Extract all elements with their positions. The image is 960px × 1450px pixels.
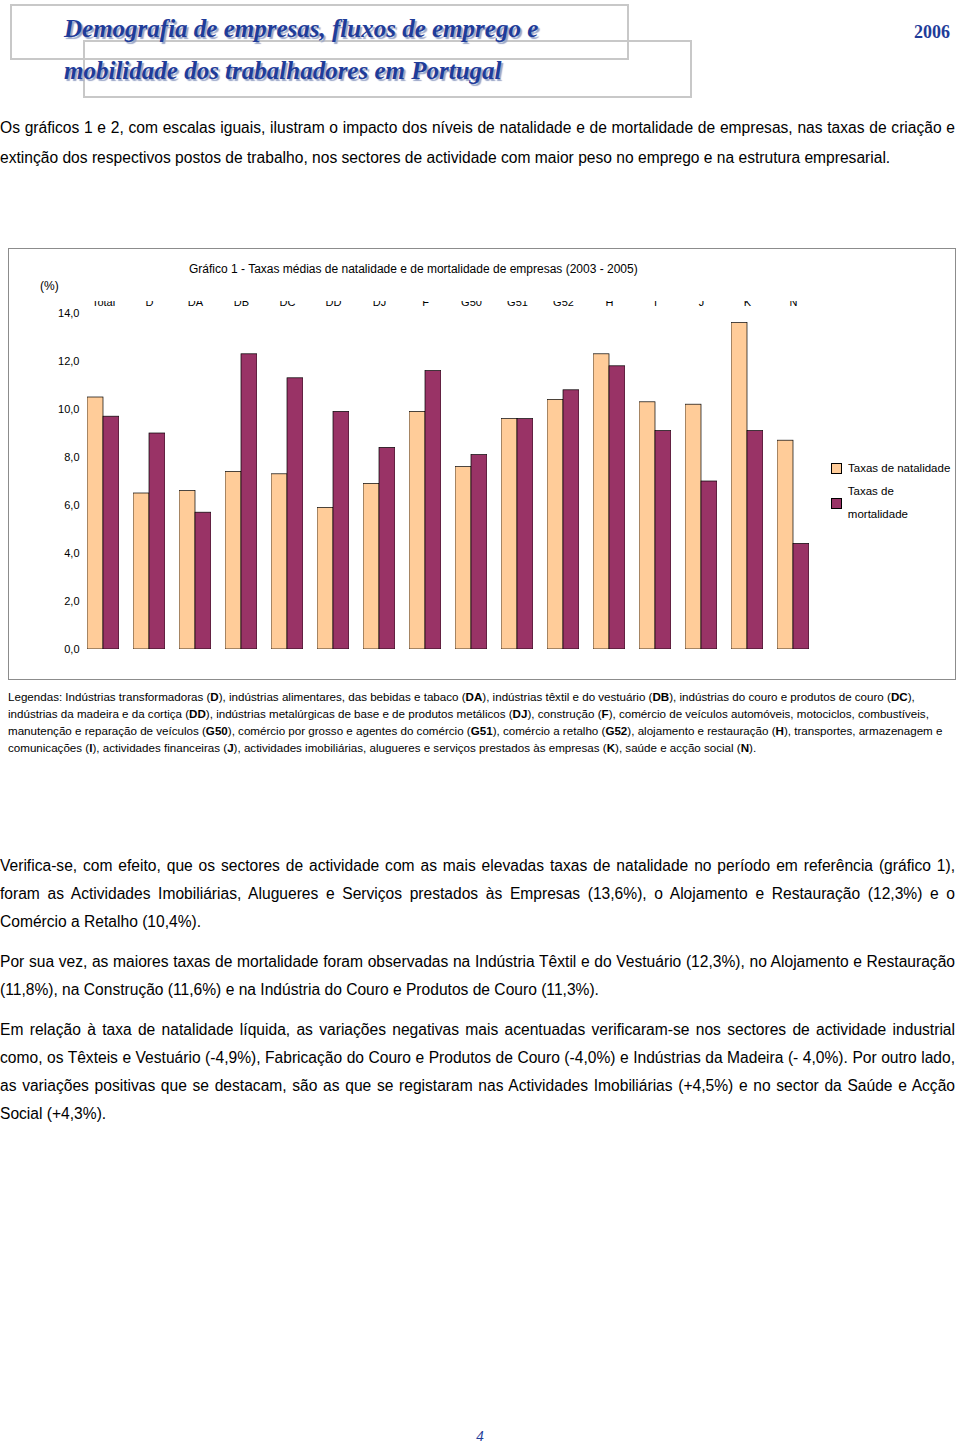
svg-text:I: I xyxy=(654,301,657,308)
svg-text:G51: G51 xyxy=(507,301,528,308)
svg-text:2,0: 2,0 xyxy=(64,595,79,607)
html-text:Verifica-se, com efeito, que o: Verifica-se, com efeito, que os sectores… xyxy=(0,857,955,930)
html-text:Legendas: Indústrias transform: Legendas: Indústrias transformadoras (D)… xyxy=(8,690,943,754)
svg-text:14,0: 14,0 xyxy=(58,307,79,319)
svg-text:Total: Total xyxy=(92,301,115,308)
svg-text:DC: DC xyxy=(280,301,296,308)
svg-text:8,0: 8,0 xyxy=(64,451,79,463)
svg-text:G52: G52 xyxy=(553,301,574,308)
svg-text:10,0: 10,0 xyxy=(58,403,79,415)
svg-text:G50: G50 xyxy=(461,301,482,308)
svg-text:DB: DB xyxy=(234,301,249,308)
svg-text:0,0: 0,0 xyxy=(64,643,79,655)
svg-text:DJ: DJ xyxy=(373,301,386,308)
html-text:2006: 2006 xyxy=(914,22,950,42)
html-text:Por sua vez, as maiores taxas: Por sua vez, as maiores taxas de mortali… xyxy=(0,953,955,998)
svg-text:D: D xyxy=(146,301,154,308)
html-text:Os gráficos 1 e 2, com escalas: Os gráficos 1 e 2, com escalas iguais, i… xyxy=(0,119,955,166)
html-text:Demografia de empresas, fluxos: Demografia de empresas, fluxos de empreg… xyxy=(64,15,539,42)
svg-text:H: H xyxy=(606,301,614,308)
html-text:4: 4 xyxy=(476,1428,484,1444)
html-text:Taxas de natalidade: Taxas de natalidade xyxy=(848,462,951,474)
html-text:Taxas de mortalidade: Taxas de mortalidade xyxy=(847,485,908,520)
html-text:Gráfico 1 - Taxas médias de na: Gráfico 1 - Taxas médias de natalidade e… xyxy=(189,262,638,276)
svg-text:6,0: 6,0 xyxy=(64,499,79,511)
svg-text:F: F xyxy=(422,301,429,308)
svg-text:12,0: 12,0 xyxy=(58,355,79,367)
svg-text:DD: DD xyxy=(326,301,342,308)
svg-text:K: K xyxy=(744,301,752,308)
svg-text:4,0: 4,0 xyxy=(64,547,79,559)
html-text:Em relação à taxa de natalidad: Em relação à taxa de natalidade líquida,… xyxy=(0,1021,955,1122)
svg-text:DA: DA xyxy=(188,301,204,308)
svg-text:N: N xyxy=(790,301,798,308)
html-text:mobilidade dos trabalhadores e: mobilidade dos trabalhadores em Portugal xyxy=(64,57,502,84)
svg-text:J: J xyxy=(699,301,705,308)
